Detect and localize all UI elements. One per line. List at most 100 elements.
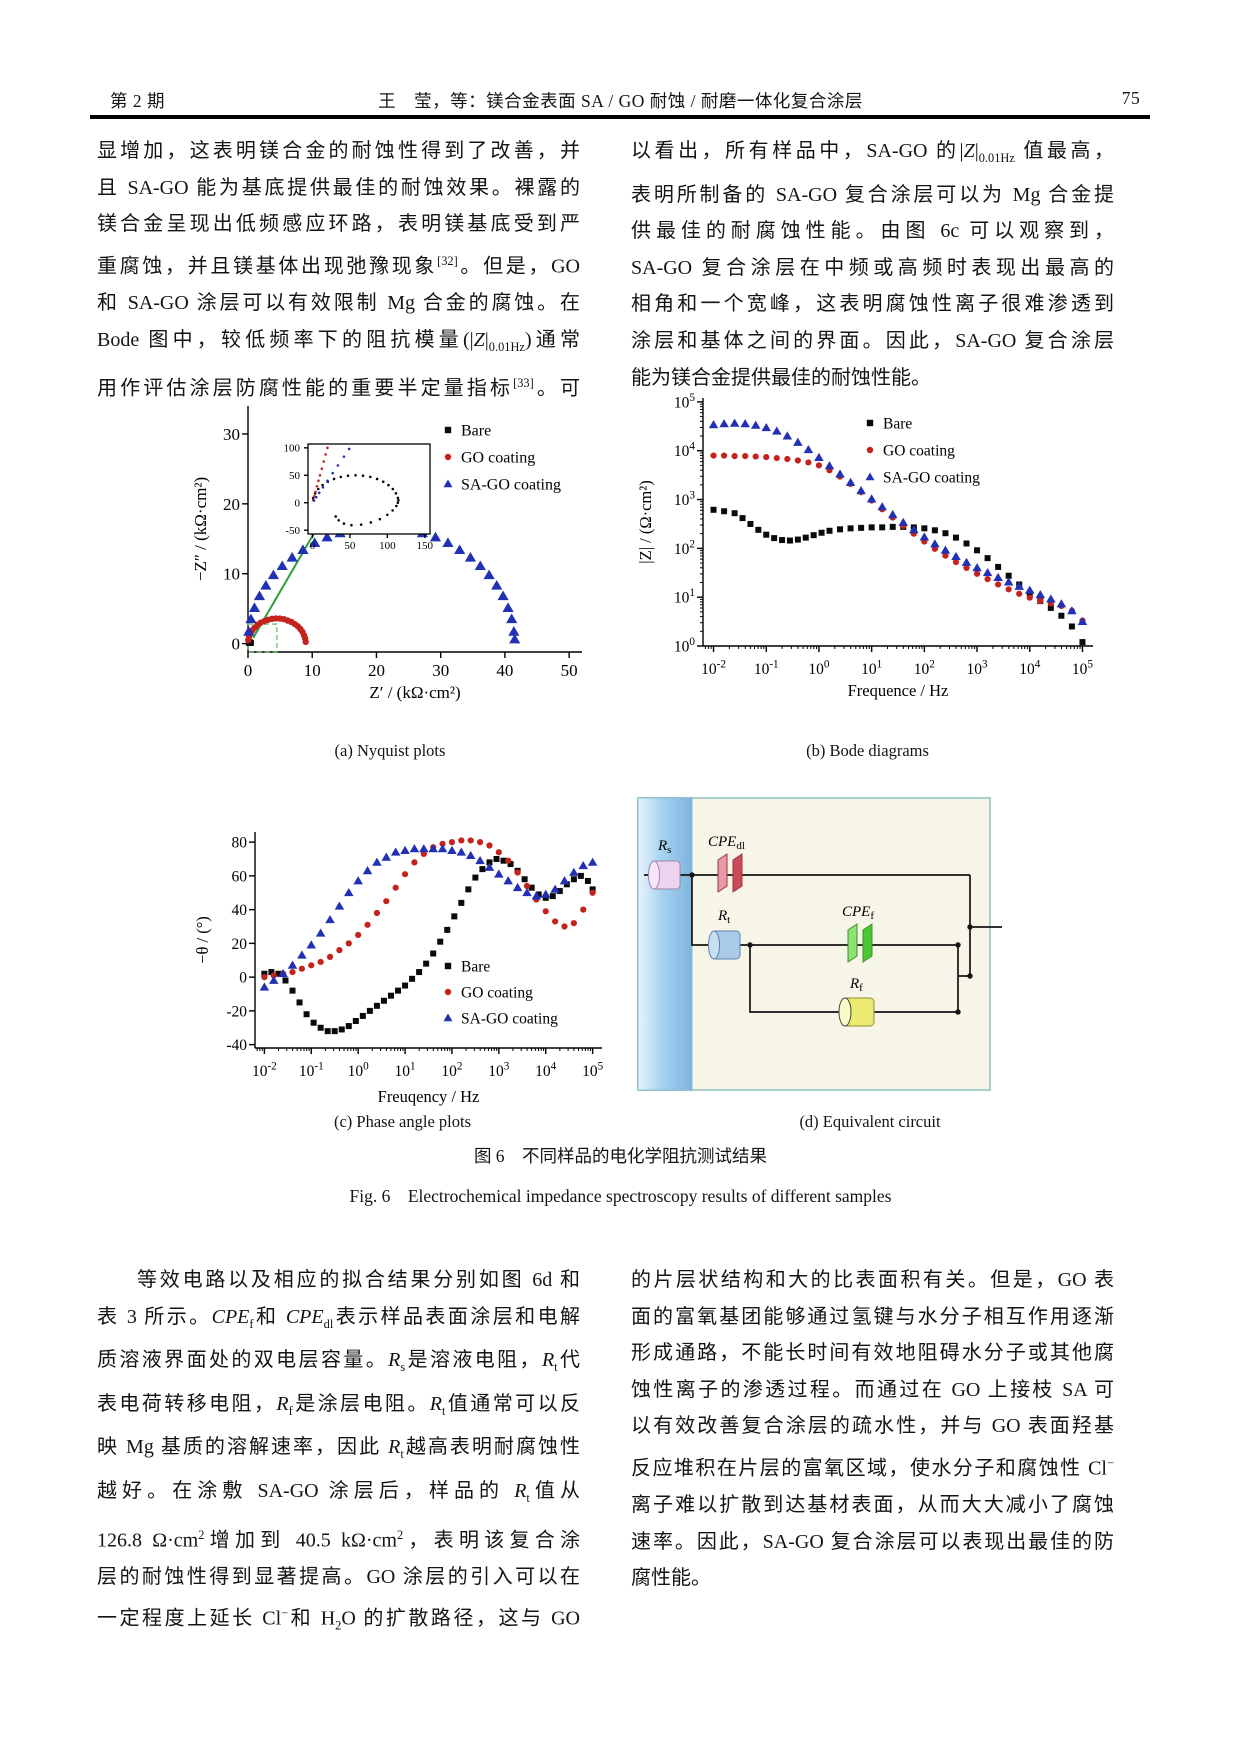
svg-text:104: 104 <box>535 1061 557 1081</box>
header-rule <box>90 115 1150 119</box>
svg-text:0: 0 <box>244 661 253 680</box>
svg-text:103: 103 <box>674 489 696 509</box>
svg-text:150: 150 <box>417 540 434 552</box>
text-line: 供最佳的耐腐蚀性能。由图 6c 可以观察到， <box>631 220 1114 243</box>
label-rf: Rf <box>849 976 863 994</box>
svg-text:104: 104 <box>1019 659 1041 679</box>
junction-dots <box>689 872 973 1015</box>
svg-text:40: 40 <box>232 902 248 919</box>
svg-text:GO coating: GO coating <box>461 450 535 467</box>
svg-text:102: 102 <box>674 538 695 558</box>
svg-text:40: 40 <box>496 661 513 680</box>
svg-text:Bare: Bare <box>461 959 490 976</box>
resistor-rs <box>648 860 681 890</box>
text-line: 显增加，这表明镁合金的耐蚀性得到了改善，并 <box>97 140 580 162</box>
nyquist-plot: 0 10 20 30 40 50 0 10 20 30 Z′ / (kΩ·cm²) −Z″ / (kΩ… <box>191 406 582 702</box>
label-rs: Rs <box>657 838 671 856</box>
svg-text:105: 105 <box>582 1061 604 1081</box>
svg-text:10: 10 <box>304 661 321 680</box>
svg-text:105: 105 <box>1072 659 1094 679</box>
svg-text:GO coating: GO coating <box>883 443 955 460</box>
svg-text:60: 60 <box>232 868 248 885</box>
svg-text:10: 10 <box>223 565 240 584</box>
column-top-right: 以看出，所有样品中，SA-GO 的|Z|0.01Hz 值最高， 表明所制备的 SA… <box>631 133 1114 396</box>
label-cpe-f: CPEf <box>842 904 874 922</box>
text-line: 质溶液界面处的双电层容量。Rs是溶液电阻，Rt代 <box>97 1349 581 1375</box>
caption-b: (b) Bode diagrams <box>806 741 929 760</box>
svg-text:102: 102 <box>441 1061 462 1081</box>
svg-text:104: 104 <box>674 441 696 461</box>
text-line: 反应堆积在片层的富氧区域，使水分子和腐蚀性 Cl− <box>631 1455 1114 1480</box>
text-line: 腐性能。 <box>631 1567 711 1590</box>
text-line: 表明所制备的 SA-GO 复合涂层可以为 Mg 合金提 <box>631 183 1114 206</box>
text-line: 以看出，所有样品中，SA-GO 的|Z|0.01Hz 值最高， <box>631 140 1114 165</box>
svg-text:100: 100 <box>348 1061 370 1081</box>
svg-text:10-2: 10-2 <box>252 1061 277 1081</box>
svg-text:50: 50 <box>289 470 301 482</box>
svg-text:10-1: 10-1 <box>754 659 779 679</box>
figure-caption-en: Fig. 6 Electrochemical impedance spectro… <box>349 1186 892 1206</box>
text-line: 速率。因此，SA-GO 复合涂层可以表现出最佳的防 <box>631 1530 1114 1553</box>
text-line: 和 SA-GO 涂层可以有效限制 Mg 合金的腐蚀。在 <box>97 292 580 315</box>
equivalent-circuit: Rs CPEdl Rt CPEf Rf <box>637 797 1002 1091</box>
text-line: 用作评估涂层防腐性能的重要半定量指标[33]。可 <box>97 376 580 400</box>
svg-text:10-1: 10-1 <box>299 1061 324 1081</box>
svg-text:50: 50 <box>561 661 578 680</box>
text-line: 一定程度上延长 Cl−和 H2O 的扩散路径，这与 GO <box>97 1606 580 1634</box>
svg-text:30: 30 <box>223 425 240 444</box>
svg-text:Bare: Bare <box>461 423 491 440</box>
svg-text:0: 0 <box>295 498 301 510</box>
text-line: 的片层状结构和大的比表面积有关。但是，GO 表 <box>631 1269 1114 1291</box>
svg-text:20: 20 <box>223 495 240 514</box>
column-top-left: 显增加，这表明镁合金的耐蚀性得到了改善，并且 SA-GO 能为基底提供最佳的耐蚀… <box>97 133 580 407</box>
cpe-f-element <box>847 923 873 963</box>
bode-plot: 10-2 10-1 100 101 102 103 104 105 100 101 102 103 10… <box>636 392 1094 700</box>
text-line: 表电荷转移电阻，Rf是涂层电阻。Rt值通常可以反 <box>97 1392 581 1418</box>
circuit-panel <box>637 797 991 1091</box>
svg-text:101: 101 <box>861 659 882 679</box>
svg-text:100: 100 <box>674 636 696 656</box>
cpe-dl-element <box>717 853 743 893</box>
label-rt: Rt <box>717 908 730 926</box>
svg-text:80: 80 <box>232 835 248 852</box>
text-line: 越好。在涂敷 SA-GO 涂层后，样品的 Rt值从 <box>97 1479 580 1505</box>
svg-text:100: 100 <box>379 540 396 552</box>
caption-c: (c) Phase angle plots <box>333 1112 471 1131</box>
text-line: 涂层和基体之间的界面。因此，SA-GO 复合涂层 <box>631 329 1114 352</box>
svg-text:0: 0 <box>310 540 316 552</box>
journal-issue: 第 2 期 <box>110 91 165 111</box>
svg-text:Z′ / (kΩ·cm²): Z′ / (kΩ·cm²) <box>369 683 460 702</box>
text-line: SA-GO 复合涂层在中频或高频时表现出最高的 <box>631 256 1114 279</box>
svg-text:105: 105 <box>674 392 696 412</box>
resistor-rt <box>708 930 741 960</box>
svg-text:20: 20 <box>368 661 385 680</box>
caption-a: (a) Nyquist plots <box>334 741 446 760</box>
text-line: 重腐蚀，并且镁基体出现弛豫现象[32]。但是，GO <box>97 253 580 278</box>
svg-text:|Z| / (Ω·cm²): |Z| / (Ω·cm²) <box>636 480 655 563</box>
svg-text:101: 101 <box>674 587 695 607</box>
svg-text:SA-GO coating: SA-GO coating <box>461 477 561 494</box>
electrode-bar <box>637 797 693 1091</box>
caption-d: (d) Equivalent circuit <box>799 1112 941 1131</box>
svg-text:−Z″ / (kΩ·cm²): −Z″ / (kΩ·cm²) <box>191 477 210 581</box>
text-line: 且 SA-GO 能为基底提供最佳的耐蚀效果。裸露的 <box>97 176 580 199</box>
figure-caption-zh: 图 6 不同样品的电化学阻抗测试结果 <box>473 1146 768 1166</box>
text-line: 能为镁合金提供最佳的耐蚀性能。 <box>631 366 931 389</box>
text-line: 等效电路以及相应的拟合结果分别如图 6d 和 <box>137 1269 580 1291</box>
svg-text:SA-GO coating: SA-GO coating <box>461 1011 558 1028</box>
phase-angle-plot: 10-2 10-1 100 101 102 103 104 105 -40 -20 0 20 40 60 8… <box>193 832 604 1106</box>
text-line: Bode 图中，较低频率下的阻抗模量(|Z|0.01Hz)通常 <box>97 328 580 354</box>
column-bottom-left: 等效电路以及相应的拟合结果分别如图 6d 和表 3 所示。CPEf和 CPEdl… <box>97 1262 580 1645</box>
text-line: 以有效改善复合涂层的疏水性，并与 GO 表面羟基 <box>631 1415 1114 1438</box>
svg-text:Bare: Bare <box>883 416 912 433</box>
svg-text:Freuqency / Hz: Freuqency / Hz <box>378 1087 480 1106</box>
column-bottom-right: 的片层状结构和大的比表面积有关。但是，GO 表面的富氧基团能够通过氢键与水分子相… <box>631 1262 1114 1597</box>
svg-text:100: 100 <box>808 659 830 679</box>
svg-text:0: 0 <box>239 970 247 987</box>
svg-text:20: 20 <box>232 936 248 953</box>
text-line: 面的富氧基团能够通过氢键与水分子相互作用逐渐 <box>631 1305 1114 1328</box>
svg-text:101: 101 <box>395 1061 416 1081</box>
svg-text:SA-GO coating: SA-GO coating <box>883 470 980 487</box>
svg-text:0: 0 <box>232 635 241 654</box>
